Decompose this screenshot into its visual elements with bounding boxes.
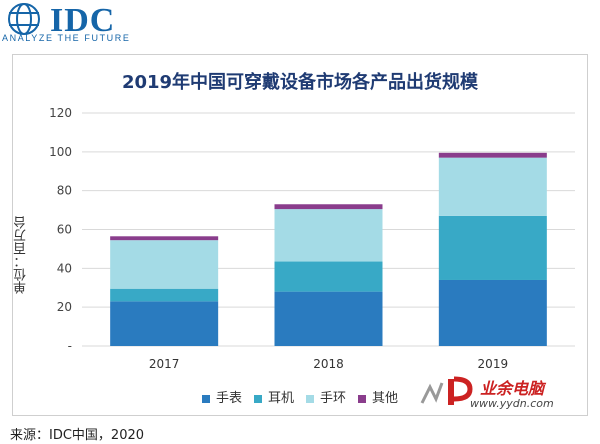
legend-label: 手表: [215, 391, 242, 406]
bar-segment: [110, 301, 219, 346]
logo-text: IDC: [50, 2, 116, 39]
legend-swatch: [201, 394, 210, 403]
bar-segment: [438, 215, 547, 280]
bar-segment: [274, 209, 383, 262]
legend-swatch: [253, 394, 262, 403]
legend-label: 手环: [320, 391, 347, 406]
y-tick-label: 120: [49, 106, 72, 120]
legend-entry: 其他: [358, 387, 398, 406]
bar-segment: [274, 204, 383, 210]
legend-entry: 耳机: [253, 387, 294, 406]
legend-entry: 手环: [306, 387, 346, 406]
legend-swatch: [358, 394, 367, 403]
x-tick-label: 2019: [478, 357, 509, 371]
idc-logo: IDC: [0, 2, 150, 44]
y-tick-label: 100: [49, 145, 72, 159]
y-tick-label: -: [68, 339, 72, 353]
source-note: 来源：IDC中国，2020: [10, 428, 145, 443]
globe-icon: [8, 3, 40, 35]
legend: 手表 耳机 手环 其他: [0, 387, 600, 406]
header: IDC ANALYZE THE FUTURE: [0, 0, 600, 46]
x-tick-label: 2017: [149, 357, 180, 371]
bar-segment: [438, 279, 547, 346]
watermark-url: www.yydn.com: [470, 397, 554, 410]
bar-segment: [438, 152, 547, 158]
y-tick-label: 60: [57, 223, 72, 237]
tagline: ANALYZE THE FUTURE: [2, 33, 131, 43]
legend-label: 耳机: [267, 391, 294, 406]
legend-label: 其他: [372, 391, 399, 406]
bar-segment: [110, 240, 219, 289]
bar-segment: [438, 157, 547, 216]
bar-segment: [274, 291, 383, 346]
bar-segment: [274, 261, 383, 292]
y-tick-label: 40: [57, 261, 72, 275]
legend-swatch: [306, 394, 314, 403]
x-tick-label: 2018: [313, 357, 344, 371]
watermark-logo-icon: [420, 376, 473, 405]
y-tick-label: 80: [57, 184, 72, 198]
bar-segment: [110, 288, 219, 302]
chart-title: 2019年中国可穿戴设备市场各产品出货规模: [121, 72, 479, 93]
y-tick-label: 20: [57, 300, 72, 314]
legend-entry: 手表: [201, 387, 242, 406]
watermark: 业余电脑 www.yydn.com: [418, 373, 588, 415]
bar-segment: [110, 236, 219, 241]
watermark-text: 业余电脑: [480, 379, 545, 398]
